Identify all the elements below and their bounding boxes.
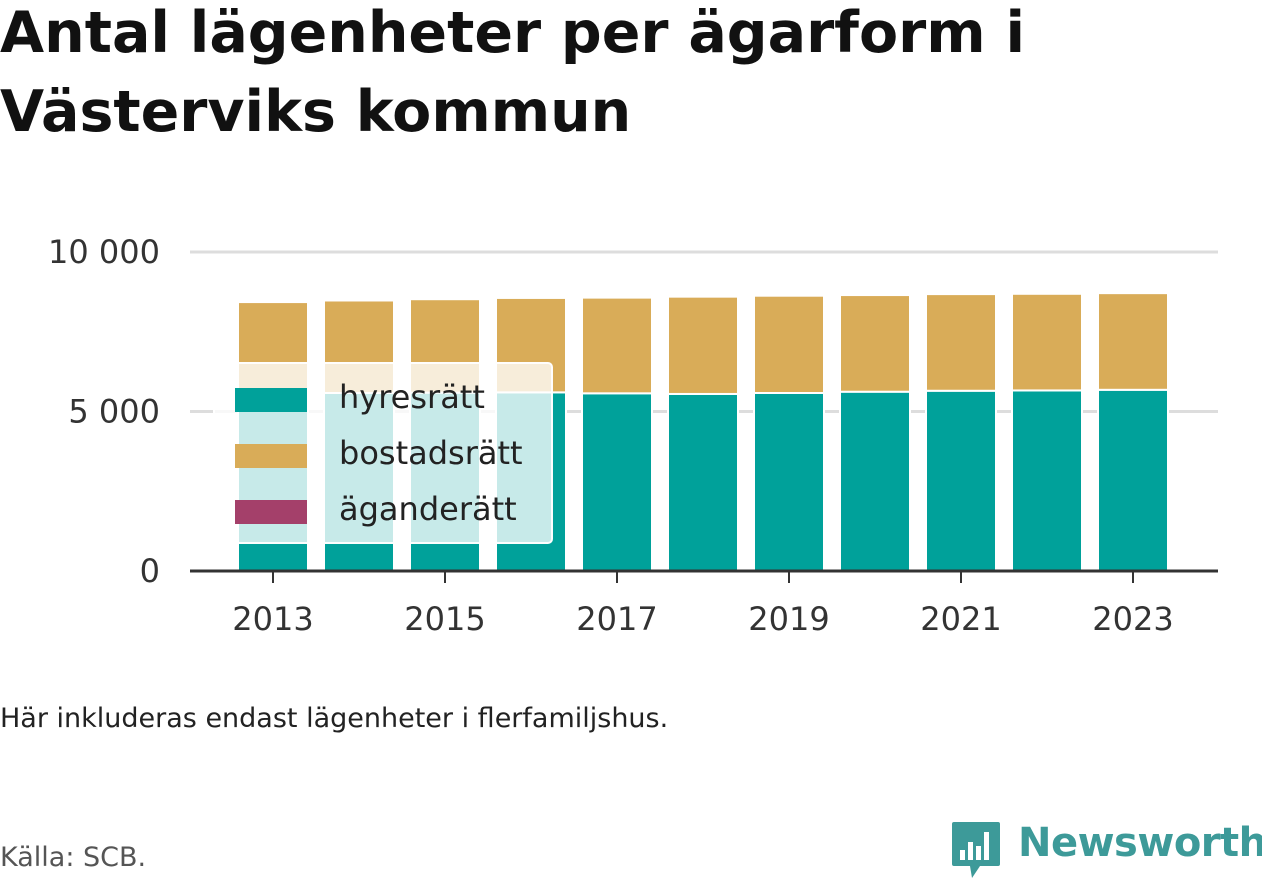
x-tick-label: 2021	[920, 600, 1001, 638]
bar-segment-hyresratt	[925, 389, 997, 573]
bar-segment-hyresratt	[581, 392, 653, 572]
bar-segment-bostadsratt	[1011, 292, 1083, 392]
legend-label-aganderatt: äganderätt	[339, 490, 517, 528]
bar-segment-hyresratt	[667, 392, 739, 572]
y-tick-label: 0	[140, 552, 160, 590]
x-tick-label: 2023	[1092, 600, 1173, 638]
bar-segment-hyresratt	[1097, 388, 1169, 573]
bar-segment-bostadsratt	[581, 296, 653, 395]
bar-segment-bostadsratt	[753, 294, 825, 394]
legend-label-bostadsratt: bostadsrätt	[339, 434, 523, 472]
bar-segment-hyresratt	[1011, 389, 1083, 573]
bar-segment-bostadsratt	[667, 295, 739, 395]
source-text: Källa: SCB.	[0, 842, 147, 873]
legend-swatch-aganderatt	[235, 500, 307, 524]
legend-swatch-bostadsratt	[235, 444, 307, 468]
x-tick-label: 2013	[232, 600, 313, 638]
brand-name: Newsworthy	[1018, 820, 1262, 866]
y-tick-label: 5 000	[68, 393, 160, 431]
chart-note: Här inkluderas endast lägenheter i flerf…	[0, 703, 669, 734]
x-tick-label: 2017	[576, 600, 657, 638]
stacked-bar-chart: 0 5 000 10 000 2013 2015 2017 2019 2021 2023	[48, 233, 1218, 638]
newsworthy-logo-icon	[952, 822, 1000, 878]
legend-swatch-hyresratt	[235, 388, 307, 412]
x-tick-label: 2015	[404, 600, 485, 638]
legend: hyresrätt bostadsrätt äganderätt	[213, 362, 553, 544]
y-tick-label: 10 000	[48, 233, 160, 271]
bar-segment-bostadsratt	[1097, 292, 1169, 391]
bar-segment-hyresratt	[753, 391, 825, 572]
bar-segment-bostadsratt	[925, 293, 997, 392]
chart-title: Antal lägenheter per ägarform i Västervi…	[0, 0, 1026, 145]
bar-segment-hyresratt	[839, 390, 911, 572]
legend-label-hyresratt: hyresrätt	[339, 378, 485, 416]
axes: 0 5 000 10 000 2013 2015 2017 2019 2021 2023	[48, 233, 1218, 638]
bar-segment-bostadsratt	[839, 294, 911, 393]
x-tick-label: 2019	[748, 600, 829, 638]
